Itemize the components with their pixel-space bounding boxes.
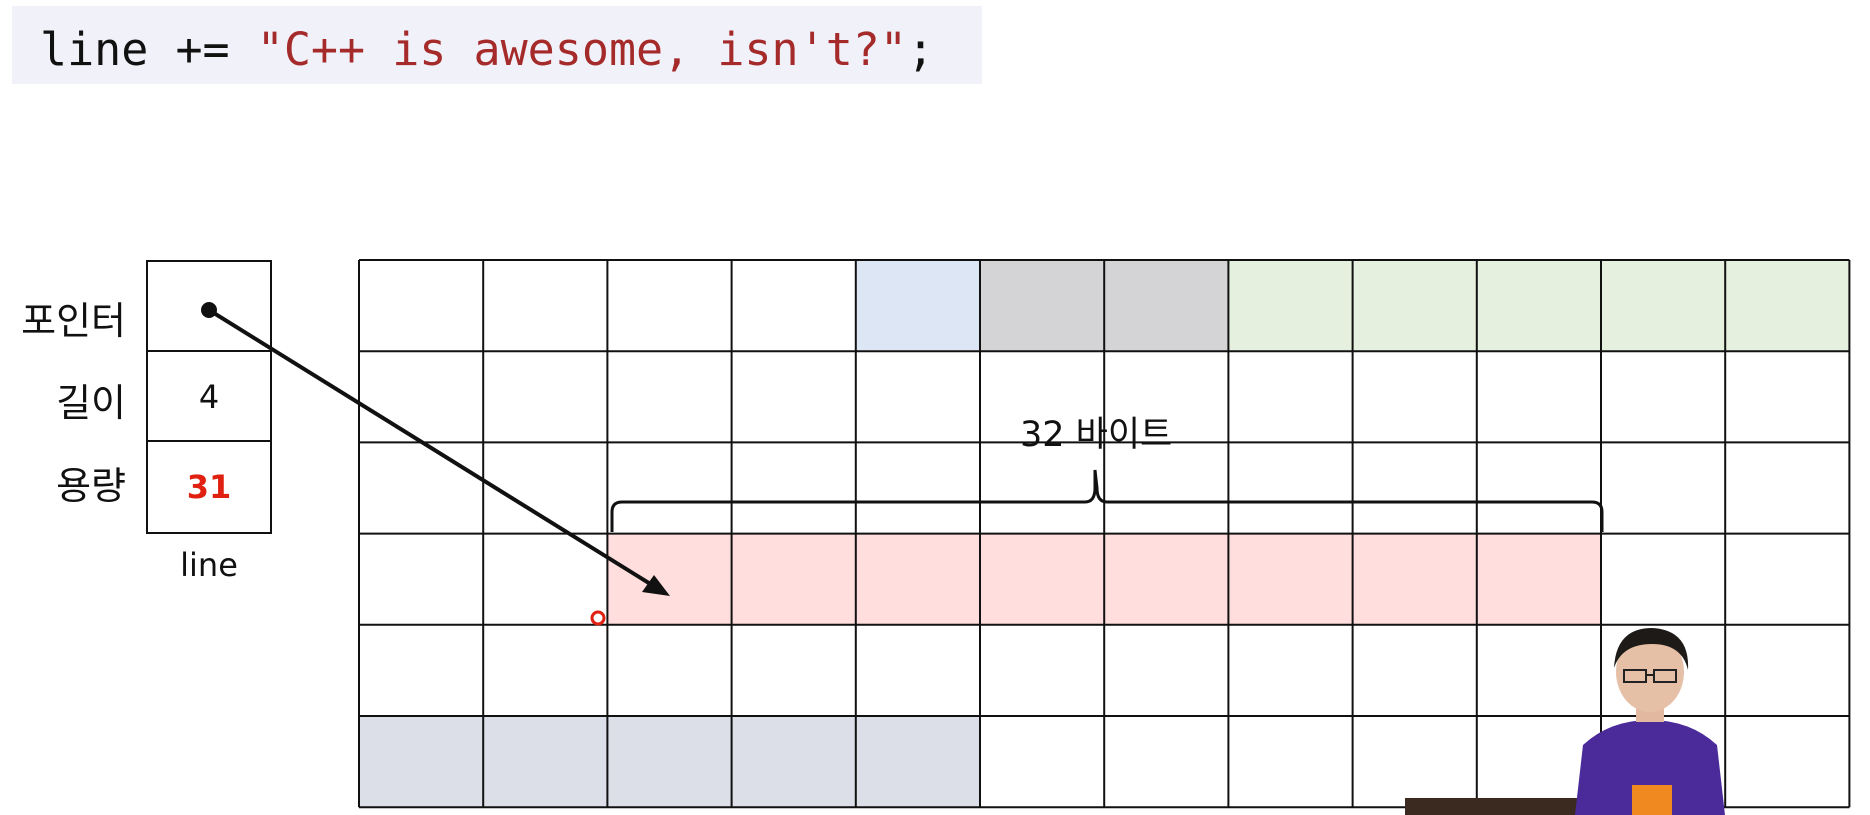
memory-highlight-2 xyxy=(1228,260,1850,352)
field-label-capacity: 용량 xyxy=(56,464,126,508)
presenter-video-inset xyxy=(1405,628,1725,815)
byte-size-label: 32 바이트 xyxy=(1020,415,1173,455)
code-semicolon: ; xyxy=(906,23,935,76)
cursor-indicator xyxy=(590,610,606,626)
presenter-shirt xyxy=(1575,720,1725,815)
length-value: 4 xyxy=(198,378,220,416)
capacity-cell: 31 xyxy=(148,442,270,532)
pointer-arrow-head xyxy=(642,575,670,596)
code-prefix: line += xyxy=(40,23,257,76)
memory-highlight-4 xyxy=(359,716,980,808)
struct-variable-name: line xyxy=(180,546,238,584)
shirt-logo xyxy=(1632,785,1672,815)
code-string-literal: "C++ is awesome, isn't?" xyxy=(256,23,907,76)
pointer-dot xyxy=(201,302,217,318)
capacity-value: 31 xyxy=(186,468,232,506)
code-snippet-box: line += "C++ is awesome, isn't?"; xyxy=(12,6,982,84)
pointer-cell xyxy=(148,262,270,352)
byte-range-brace xyxy=(610,469,1604,532)
presenter-face xyxy=(1616,632,1684,712)
field-label-length: 길이 xyxy=(56,381,126,425)
memory-grid-lines xyxy=(358,259,1851,809)
string-struct-box: 4 31 xyxy=(146,260,272,534)
pointer-arrow-line xyxy=(207,308,654,587)
code-line: line += "C++ is awesome, isn't?"; xyxy=(40,22,934,78)
length-cell: 4 xyxy=(148,352,270,442)
field-label-pointer: 포인터 xyxy=(21,299,126,343)
podium xyxy=(1405,798,1625,815)
memory-highlight-0 xyxy=(855,260,980,352)
presenter-hair xyxy=(1614,628,1689,670)
